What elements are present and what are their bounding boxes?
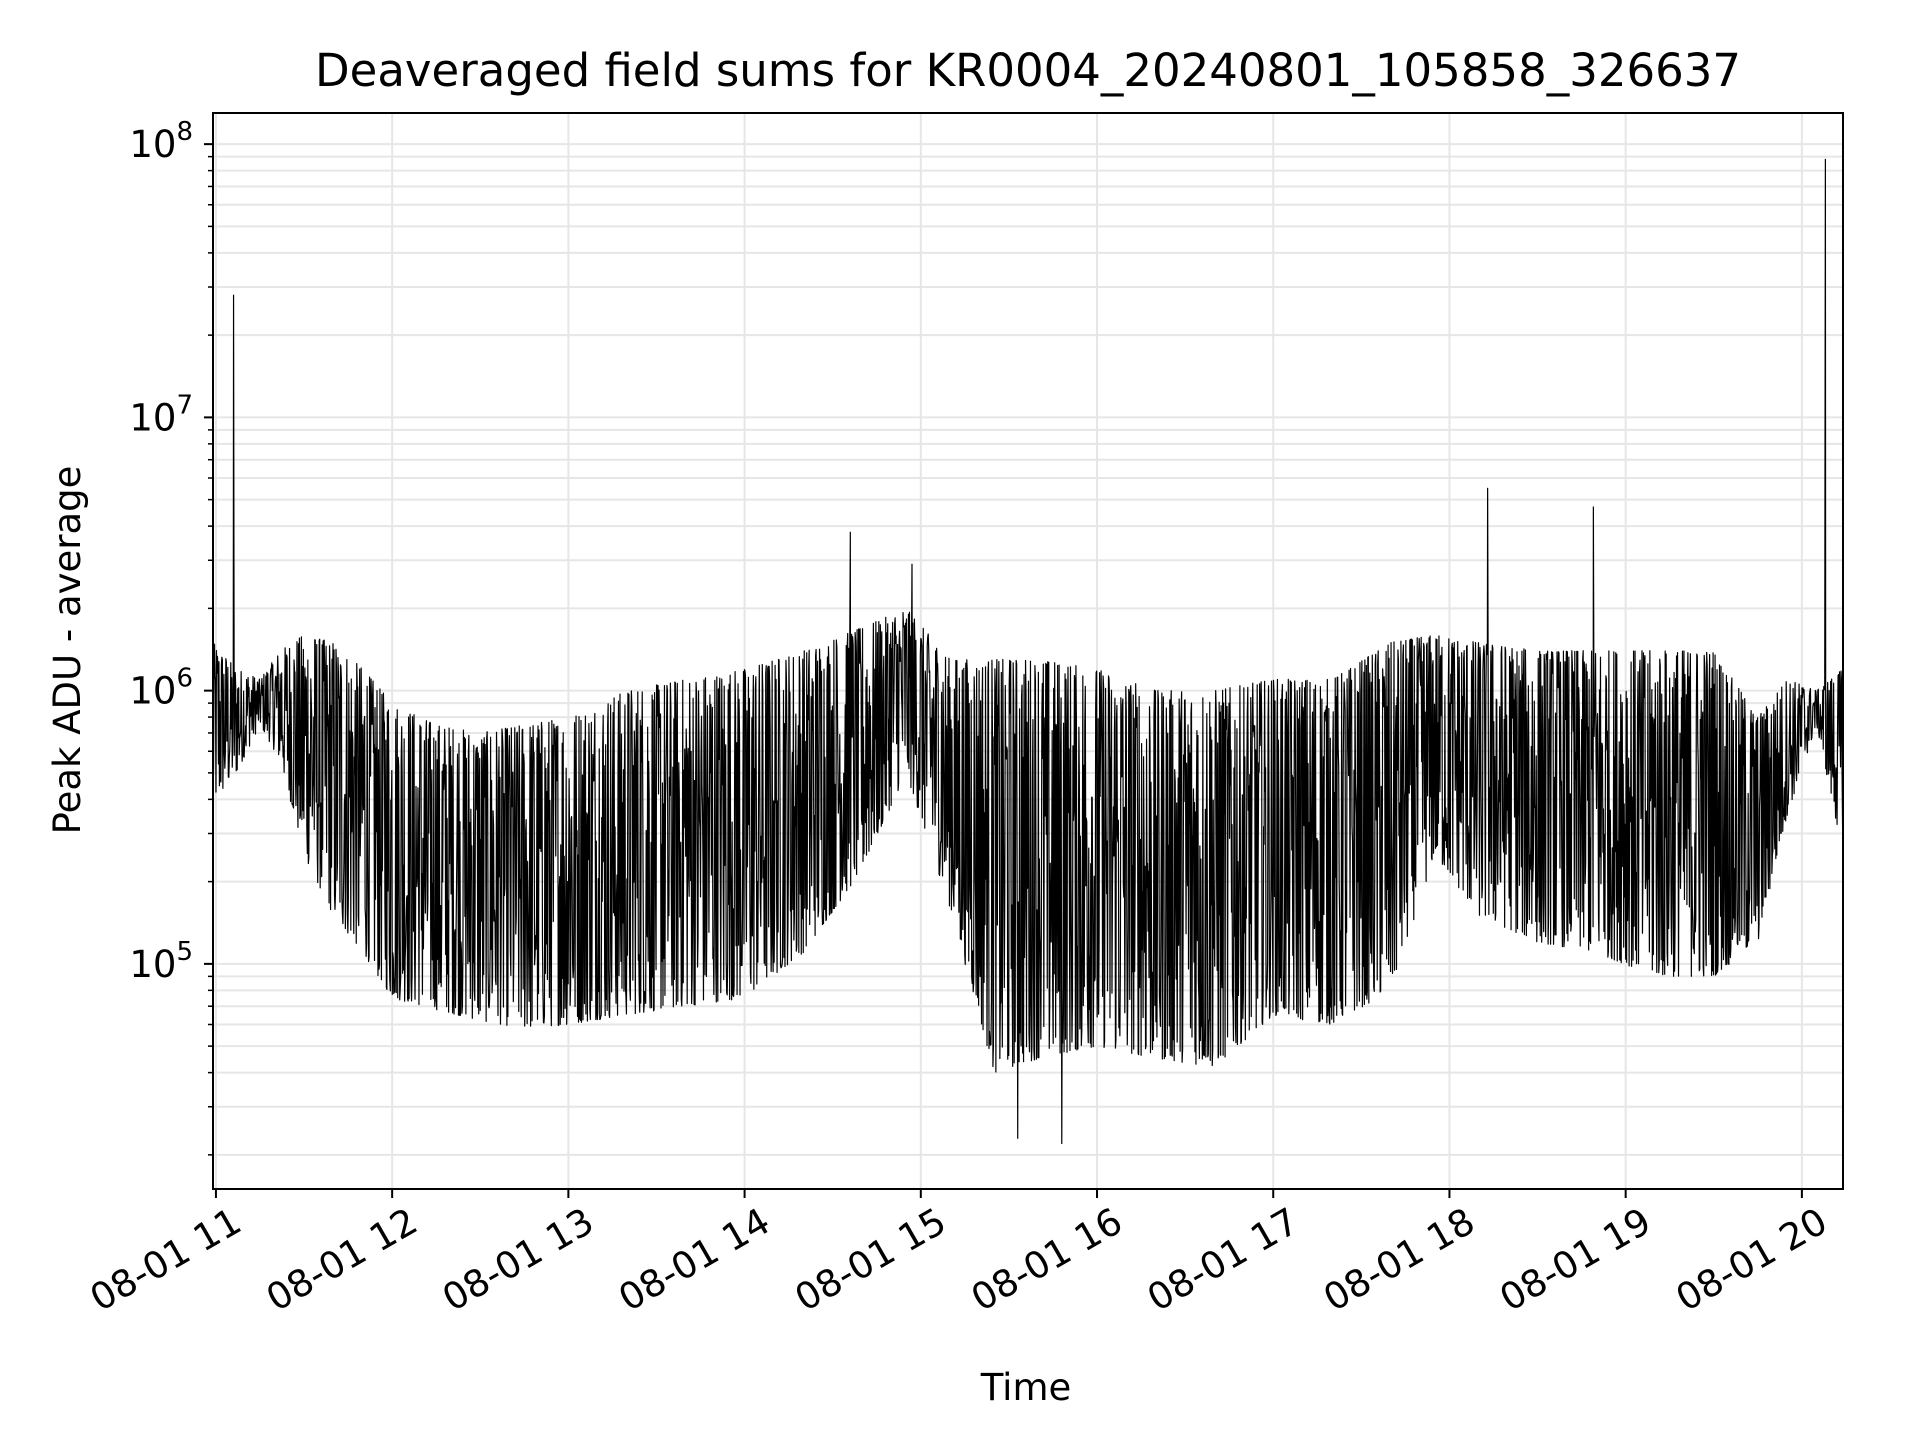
y-tick-label: 108	[129, 117, 193, 166]
y-axis-label: Peak ADU - average	[46, 466, 89, 835]
y-tick-label: 107	[129, 390, 193, 439]
y-axis: 105 106 107 108	[129, 117, 213, 1156]
y-tick-label: 106	[129, 664, 193, 713]
series-line	[212, 158, 1844, 1145]
data-series	[212, 158, 1844, 1145]
x-axis-label: Time	[980, 1366, 1072, 1409]
y-tick-label: 105	[129, 937, 193, 986]
plot-frame	[212, 112, 1844, 1190]
chart-title: Deaveraged field sums for KR0004_2024080…	[315, 44, 1741, 97]
